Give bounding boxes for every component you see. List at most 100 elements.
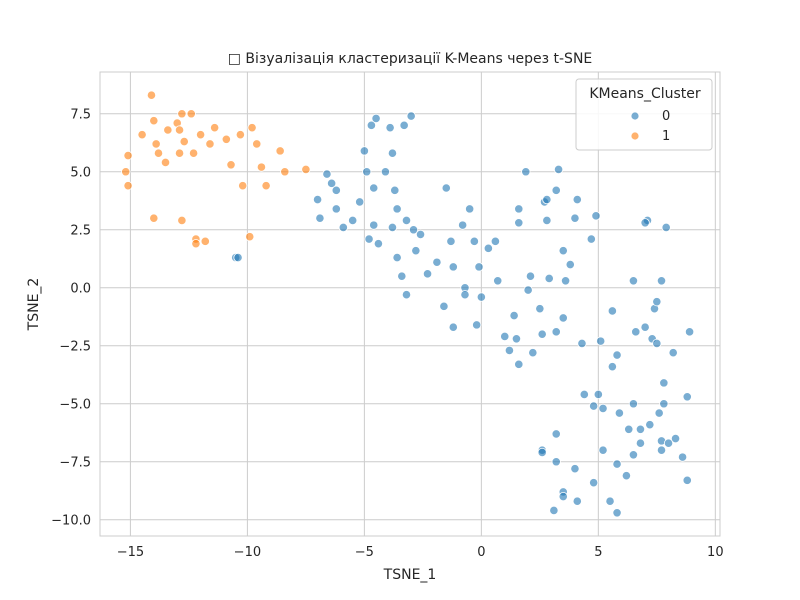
data-point-cluster-0 (439, 301, 449, 311)
data-point-cluster-0 (558, 313, 568, 323)
data-point-cluster-0 (558, 246, 568, 256)
data-point-cluster-1 (151, 139, 161, 149)
y-tick-label: −5.0 (59, 397, 91, 412)
data-point-cluster-1 (261, 181, 271, 191)
data-point-cluster-0 (612, 508, 622, 518)
data-point-cluster-0 (446, 236, 456, 246)
data-point-cluster-0 (415, 229, 426, 239)
data-point-cluster-0 (514, 218, 524, 228)
data-point-cluster-0 (411, 246, 421, 256)
data-point-cluster-0 (422, 269, 433, 279)
y-axis-ticks: −10.0 −7.5 −5.0 −2.5 0.0 2.5 5.0 7.5 (51, 107, 91, 528)
legend: KMeans_Cluster 0 1 (575, 78, 713, 151)
data-point-cluster-0 (612, 459, 622, 469)
data-point-cluster-1 (121, 167, 131, 177)
data-point-cluster-0 (369, 220, 379, 230)
y-axis-label: TSNE_2 (26, 278, 42, 332)
legend-label-cluster-1: 1 (662, 129, 670, 144)
data-point-cluster-0 (514, 359, 524, 369)
data-point-cluster-0 (373, 239, 384, 249)
legend-box (575, 78, 713, 151)
data-point-cluster-0 (528, 348, 538, 358)
data-point-cluster-0 (593, 389, 603, 400)
data-point-cluster-0 (331, 204, 341, 214)
data-point-cluster-0 (612, 350, 622, 360)
data-point-cluster-0 (338, 222, 348, 233)
data-point-cluster-0 (408, 225, 419, 235)
data-point-cluster-0 (551, 185, 561, 195)
data-point-cluster-0 (684, 327, 695, 337)
legend-label-cluster-0: 0 (662, 109, 670, 124)
y-tick-label: −10.0 (51, 513, 91, 528)
data-point-cluster-0 (331, 185, 341, 195)
data-point-cluster-1 (191, 239, 201, 249)
data-point-cluster-0 (663, 438, 674, 448)
data-point-cluster-0 (558, 491, 568, 502)
x-tick-label: 10 (707, 545, 724, 560)
data-point-cluster-0 (535, 304, 545, 314)
x-tick-label: 0 (477, 545, 485, 560)
data-points (121, 90, 695, 518)
data-point-cluster-0 (589, 478, 599, 488)
data-point-cluster-0 (399, 120, 409, 130)
data-point-cluster-0 (628, 450, 639, 460)
y-tick-label: 2.5 (70, 223, 91, 238)
data-point-cluster-1 (160, 157, 171, 168)
data-point-cluster-1 (153, 148, 164, 158)
data-point-cluster-0 (233, 253, 243, 263)
legend-marker-cluster-0 (630, 111, 640, 121)
data-point-cluster-0 (500, 331, 510, 342)
data-point-cluster-0 (635, 438, 646, 448)
data-point-cluster-1 (252, 139, 262, 149)
data-point-cluster-1 (280, 167, 290, 177)
data-point-cluster-0 (493, 276, 503, 286)
data-point-cluster-0 (392, 204, 402, 214)
data-point-cluster-0 (525, 271, 536, 281)
data-point-cluster-0 (523, 285, 533, 295)
data-point-cluster-0 (607, 362, 617, 372)
data-point-cluster-0 (476, 292, 486, 302)
data-point-cluster-0 (406, 111, 416, 121)
data-point-cluster-0 (364, 234, 374, 244)
data-point-cluster-1 (235, 130, 245, 140)
data-point-cluster-0 (387, 222, 398, 233)
data-point-cluster-0 (509, 310, 519, 321)
data-point-cluster-0 (659, 378, 669, 388)
data-point-cluster-0 (359, 146, 369, 156)
data-point-cluster-1 (196, 130, 206, 140)
data-point-cluster-0 (577, 338, 587, 349)
data-point-cluster-1 (149, 213, 159, 223)
data-point-cluster-0 (579, 389, 589, 400)
data-point-cluster-1 (137, 130, 147, 140)
data-point-cluster-1 (174, 125, 185, 135)
data-point-cluster-0 (387, 148, 398, 158)
data-point-cluster-0 (542, 215, 552, 226)
data-point-cluster-0 (401, 215, 412, 226)
data-point-cluster-0 (656, 276, 667, 286)
data-point-cluster-0 (441, 183, 451, 193)
data-point-cluster-0 (677, 452, 688, 462)
data-point-cluster-0 (628, 276, 639, 286)
data-point-cluster-1 (221, 134, 231, 144)
data-point-cluster-1 (146, 90, 157, 100)
data-point-cluster-0 (355, 197, 365, 207)
data-point-cluster-0 (614, 408, 624, 418)
data-point-cluster-0 (401, 290, 412, 300)
y-tick-label: −7.5 (59, 455, 91, 470)
data-point-cluster-0 (659, 399, 669, 409)
data-point-cluster-0 (572, 496, 582, 506)
data-point-cluster-0 (448, 322, 458, 332)
data-point-cluster-0 (474, 262, 484, 272)
data-point-cluster-1 (186, 109, 196, 119)
data-point-cluster-1 (226, 160, 236, 170)
data-point-cluster-0 (589, 401, 599, 411)
data-point-cluster-0 (607, 306, 617, 316)
x-axis-ticks: −15 −10 −5 0 5 10 (117, 545, 724, 560)
data-point-cluster-0 (544, 273, 554, 284)
data-point-cluster-1 (123, 181, 133, 191)
data-point-cluster-0 (572, 195, 582, 205)
data-point-cluster-0 (640, 218, 650, 228)
plot-frame (99, 71, 721, 537)
data-point-cluster-0 (565, 259, 575, 270)
y-tick-label: 0.0 (70, 281, 91, 296)
